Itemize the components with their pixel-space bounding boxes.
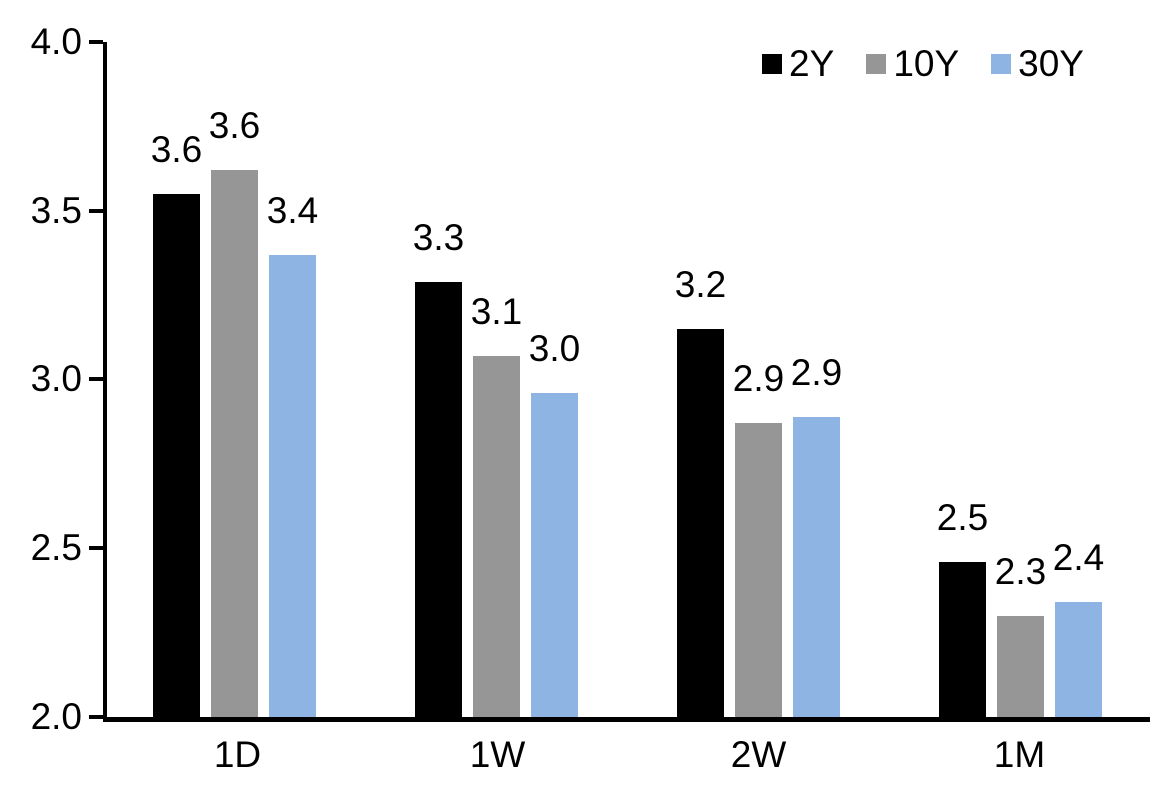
data-label: 2.5	[936, 496, 989, 538]
data-label: 2.3	[994, 550, 1047, 592]
y-axis-tick-mark	[89, 209, 103, 213]
bar-2y-1m	[939, 561, 986, 717]
bar-2y-1d	[153, 193, 200, 717]
legend-label-10y: 10Y	[893, 43, 960, 84]
bar-10y-1w	[473, 355, 520, 717]
data-label: 3.6	[150, 128, 203, 170]
bar-slot: 2.3	[994, 42, 1047, 717]
data-label: 3.3	[412, 216, 465, 258]
y-axis-tick-label: 3.5	[30, 190, 82, 231]
bar-30y-1d	[269, 254, 316, 717]
y-axis-tick-mark	[89, 715, 103, 719]
bar-slot: 3.0	[528, 42, 581, 717]
data-label: 3.4	[266, 189, 319, 231]
data-label: 3.0	[528, 328, 581, 369]
data-label: 2.4	[1052, 537, 1105, 579]
legend-item-30y: 30Y	[991, 44, 1084, 84]
bar-slot: 3.3	[412, 42, 465, 717]
y-axis-tick-label: 2.5	[30, 527, 82, 568]
y-axis-tick-label: 2.0	[30, 696, 82, 737]
bar-10y-2w	[735, 423, 782, 717]
legend-item-2y: 2Y	[762, 44, 834, 84]
bar-slot: 2.4	[1052, 42, 1105, 717]
bar-group-2w: 3.2 2.9 2.9	[674, 42, 843, 717]
bar-slot: 2.9	[790, 42, 843, 717]
legend-swatch-2y	[762, 54, 783, 74]
y-axis-tick-mark	[89, 546, 103, 550]
bar-10y-1m	[997, 615, 1044, 717]
legend-label-30y: 30Y	[1018, 43, 1084, 84]
bar-slot: 3.4	[266, 42, 319, 717]
bar-slot: 2.5	[936, 42, 989, 717]
legend-label-2y: 2Y	[789, 43, 835, 84]
plot-area: 3.6 3.6 3.4 3.3 3.1 3.0	[103, 42, 1150, 722]
legend: 2Y 10Y 30Y	[762, 44, 1084, 84]
legend-swatch-30y	[991, 54, 1012, 74]
y-axis-tick-mark	[89, 40, 103, 44]
legend-item-10y: 10Y	[866, 44, 959, 84]
bar-slot: 2.9	[732, 42, 785, 717]
bar-10y-1d	[211, 170, 258, 717]
data-label: 2.9	[732, 358, 785, 400]
bar-slot: 3.6	[150, 42, 203, 717]
data-label: 3.6	[208, 105, 261, 147]
bar-30y-2w	[793, 416, 840, 717]
data-label: 2.9	[790, 351, 843, 393]
y-axis-tick-mark	[89, 377, 103, 381]
x-axis-label-1d: 1D	[213, 734, 262, 775]
data-label: 3.2	[674, 263, 727, 305]
bar-2y-1w	[415, 281, 462, 717]
y-axis-tick-label: 3.0	[30, 358, 82, 399]
bar-group-1m: 2.5 2.3 2.4	[936, 42, 1105, 717]
bar-2y-2w	[677, 328, 724, 717]
x-axis-label-2w: 2W	[730, 734, 787, 775]
y-axis-tick-label: 4.0	[30, 21, 82, 62]
bar-30y-1w	[531, 393, 578, 717]
bar-group-1w: 3.3 3.1 3.0	[412, 42, 581, 717]
bar-slot: 3.2	[674, 42, 727, 717]
x-axis-label-1m: 1M	[993, 734, 1046, 775]
x-axis-label-1w: 1W	[469, 734, 526, 775]
legend-swatch-10y	[866, 54, 887, 74]
data-label: 3.1	[470, 290, 523, 332]
bar-30y-1m	[1055, 602, 1102, 717]
bar-group-1d: 3.6 3.6 3.4	[150, 42, 319, 717]
bar-slot: 3.1	[470, 42, 523, 717]
bar-slot: 3.6	[208, 42, 261, 717]
